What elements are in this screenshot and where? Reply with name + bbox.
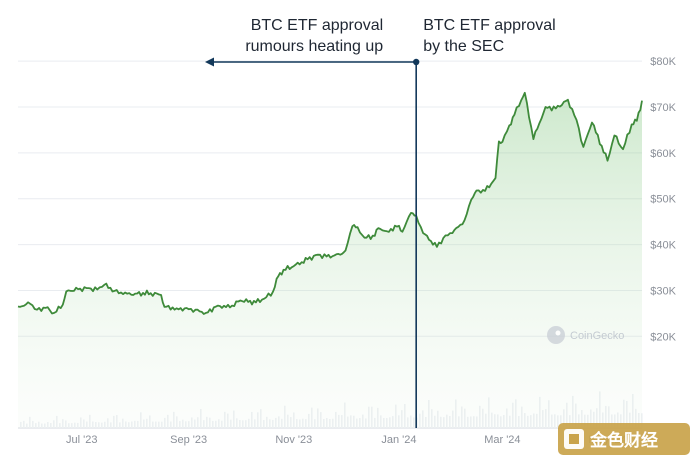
y-tick-label: $50K [650,194,676,206]
y-tick-label: $20K [650,331,676,343]
price-area-fill [18,92,642,429]
arrow-head-icon [205,57,214,67]
y-tick-label: $80K [650,56,676,68]
y-tick-label: $30K [650,285,676,297]
logo-text: 金色财经 [589,430,658,451]
x-tick-label: Jan '24 [381,434,416,446]
y-tick-label: $60K [650,148,676,160]
watermark-text: CoinGecko [570,330,624,342]
x-tick-label: Jul '23 [66,434,97,446]
jinse-logo: 金色财经 [558,423,690,455]
annotation-rumours-line-1: BTC ETF approval [251,17,383,34]
x-tick-label: Mar '24 [484,434,520,446]
annotation-rumours-line-2: rumours heating up [245,38,383,55]
x-tick-label: Sep '23 [170,434,207,446]
annotation-sec-line-2: by the SEC [423,38,504,55]
y-axis-ticks: $20K $30K $40K $50K $60K $70K $80K [650,56,676,343]
coingecko-logo-icon [547,326,565,344]
price-line [17,91,643,315]
gridlines [18,60,642,429]
x-tick-label: Nov '23 [275,434,312,446]
y-tick-label: $70K [650,102,676,114]
coingecko-watermark: CoinGecko [547,326,624,344]
annotation-sec-line-1: BTC ETF approval [423,17,555,34]
y-tick-label: $40K [650,240,676,252]
